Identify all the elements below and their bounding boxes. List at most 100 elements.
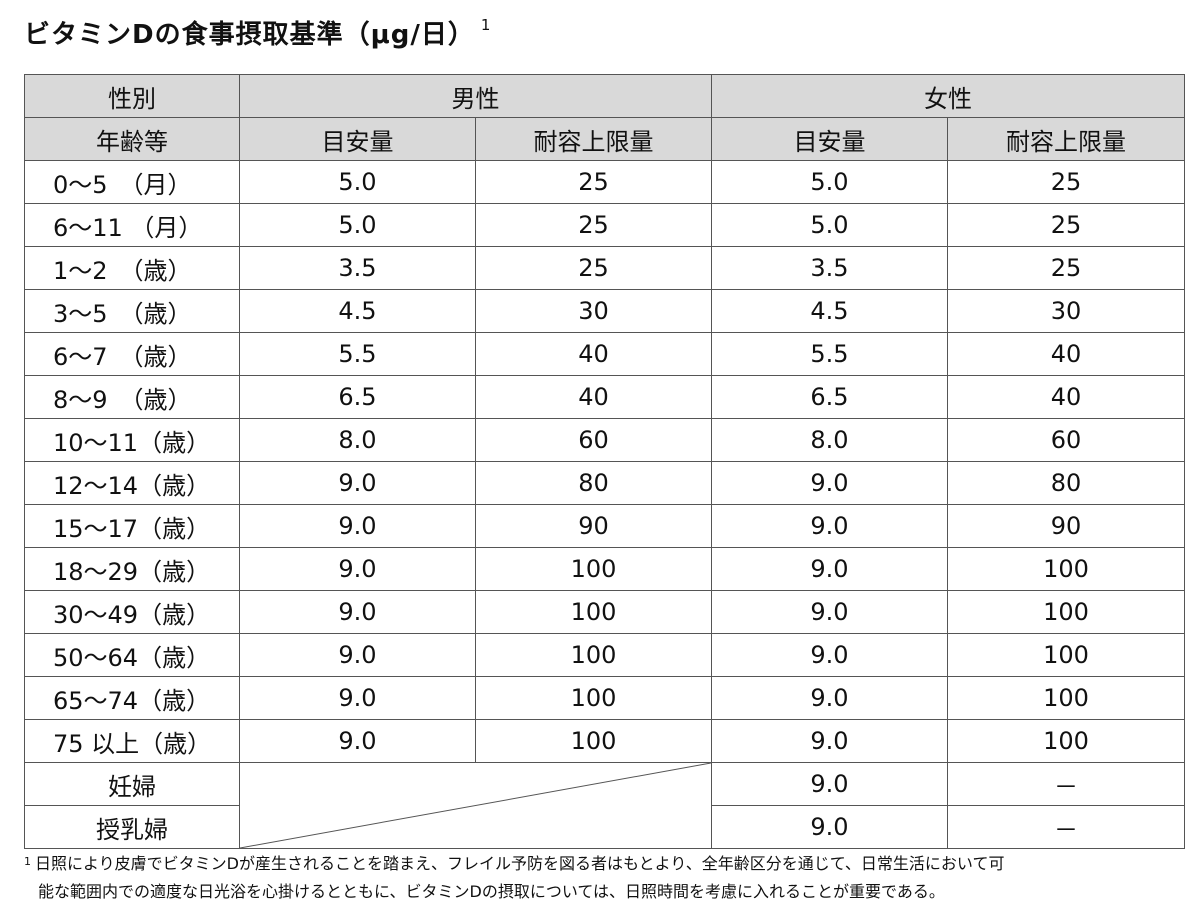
male-adequate-cell: 6.5	[239, 375, 476, 419]
table-row: 50～64（歳） 9.0 100 9.0 100	[24, 633, 1185, 677]
table-row: 18～29（歳） 9.0 100 9.0 100	[24, 547, 1185, 591]
male-upper-limit-cell: 100	[475, 547, 712, 591]
footnote-line-1: 1 日照により皮膚でビタミンDが産生されることを踏まえ、フレイル予防を図る者はもと…	[24, 850, 1184, 878]
female-upper-limit-cell: 40	[947, 375, 1185, 419]
table-row: 0～5 （月） 5.0 25 5.0 25	[24, 160, 1185, 204]
male-adequate-cell: 5.5	[239, 332, 476, 376]
female-upper-limit-cell: －	[947, 805, 1185, 849]
male-upper-limit-cell: 80	[475, 461, 712, 505]
female-upper-limit-cell: 60	[947, 418, 1185, 462]
male-upper-limit-cell: 25	[475, 160, 712, 204]
female-adequate-cell: 9.0	[711, 504, 948, 548]
age-cell: 6～11 （月）	[24, 203, 240, 247]
male-upper-limit-cell: 40	[475, 332, 712, 376]
male-not-applicable-cell	[239, 762, 712, 849]
female-upper-limit-cell: 100	[947, 547, 1185, 591]
female-adequate-cell: 9.0	[711, 719, 948, 763]
female-adequate-cell: 9.0	[711, 676, 948, 720]
table-row: 8～9 （歳） 6.5 40 6.5 40	[24, 375, 1185, 419]
footnote-text-1: 日照により皮膚でビタミンDが産生されることを踏まえ、フレイル予防を図る者はもとよ…	[35, 854, 1005, 873]
female-upper-limit-cell: 25	[947, 160, 1185, 204]
female-upper-limit-cell: 100	[947, 719, 1185, 763]
table-row: 1～2 （歳） 3.5 25 3.5 25	[24, 246, 1185, 290]
age-cell: 30～49（歳）	[24, 590, 240, 634]
header-male-upper-limit: 耐容上限量	[475, 117, 712, 161]
age-cell: 18～29（歳）	[24, 547, 240, 591]
male-upper-limit-cell: 30	[475, 289, 712, 333]
male-adequate-cell: 9.0	[239, 633, 476, 677]
male-adequate-cell: 9.0	[239, 461, 476, 505]
header-sex-label: 性別	[24, 74, 240, 118]
female-upper-limit-cell: －	[947, 762, 1185, 806]
female-adequate-cell: 5.0	[711, 160, 948, 204]
table-header: 性別 男性 女性 年齢等 目安量 耐容上限量 目安量 耐容上限量	[24, 74, 1185, 161]
table-row: 3～5 （歳） 4.5 30 4.5 30	[24, 289, 1185, 333]
header-female-adequate: 目安量	[711, 117, 948, 161]
female-adequate-cell: 9.0	[711, 805, 948, 849]
female-upper-limit-cell: 40	[947, 332, 1185, 376]
male-adequate-cell: 5.0	[239, 160, 476, 204]
female-upper-limit-cell: 100	[947, 590, 1185, 634]
pregnant-label-cell: 妊婦	[24, 762, 240, 806]
male-upper-limit-cell: 60	[475, 418, 712, 462]
table-row: 15～17（歳） 9.0 90 9.0 90	[24, 504, 1185, 548]
female-upper-limit-cell: 90	[947, 504, 1185, 548]
age-cell: 50～64（歳）	[24, 633, 240, 677]
male-upper-limit-cell: 100	[475, 676, 712, 720]
header-male: 男性	[239, 74, 712, 118]
header-row-sex: 性別 男性 女性	[24, 74, 1185, 118]
female-upper-limit-cell: 30	[947, 289, 1185, 333]
female-upper-limit-cell: 25	[947, 246, 1185, 290]
vitamin-d-table: 性別 男性 女性 年齢等 目安量 耐容上限量 目安量 耐容上限量 0～5 （月）…	[24, 74, 1185, 849]
male-adequate-cell: 9.0	[239, 719, 476, 763]
title-text: ビタミンDの食事摂取基準（μg/日）	[24, 20, 475, 50]
male-upper-limit-cell: 25	[475, 203, 712, 247]
male-upper-limit-cell: 100	[475, 633, 712, 677]
female-adequate-cell: 5.5	[711, 332, 948, 376]
female-upper-limit-cell: 25	[947, 203, 1185, 247]
footnote-line-2: 能な範囲内での適度な日光浴を心掛けるとともに、ビタミンDの摂取については、日照時…	[38, 882, 945, 901]
header-female: 女性	[711, 74, 1185, 118]
age-cell: 15～17（歳）	[24, 504, 240, 548]
table-row: 10～11（歳） 8.0 60 8.0 60	[24, 418, 1185, 462]
female-adequate-cell: 8.0	[711, 418, 948, 462]
table-row: 6～7 （歳） 5.5 40 5.5 40	[24, 332, 1185, 376]
age-cell: 0～5 （月）	[24, 160, 240, 204]
male-adequate-cell: 8.0	[239, 418, 476, 462]
male-adequate-cell: 4.5	[239, 289, 476, 333]
header-female-upper-limit: 耐容上限量	[947, 117, 1185, 161]
footnote: 1 日照により皮膚でビタミンDが産生されることを踏まえ、フレイル予防を図る者はもと…	[24, 850, 1184, 906]
male-upper-limit-cell: 40	[475, 375, 712, 419]
page-title: ビタミンDの食事摂取基準（μg/日） 1	[24, 14, 491, 51]
table-row-pregnant: 妊婦 9.0 －	[24, 762, 1185, 849]
age-cell: 10～11（歳）	[24, 418, 240, 462]
female-adequate-cell: 9.0	[711, 590, 948, 634]
female-upper-limit-cell: 100	[947, 676, 1185, 720]
title-footnote-mark: 1	[480, 16, 492, 34]
age-cell: 6～7 （歳）	[24, 332, 240, 376]
male-upper-limit-cell: 25	[475, 246, 712, 290]
age-cell: 3～5 （歳）	[24, 289, 240, 333]
age-cell: 65～74（歳）	[24, 676, 240, 720]
female-adequate-cell: 9.0	[711, 547, 948, 591]
female-adequate-cell: 6.5	[711, 375, 948, 419]
male-adequate-cell: 9.0	[239, 547, 476, 591]
header-age-label: 年齢等	[24, 117, 240, 161]
age-cell: 8～9 （歳）	[24, 375, 240, 419]
female-upper-limit-cell: 80	[947, 461, 1185, 505]
table-row: 75 以上（歳） 9.0 100 9.0 100	[24, 719, 1185, 763]
female-adequate-cell: 9.0	[711, 633, 948, 677]
footnote-mark: 1	[24, 855, 31, 868]
male-upper-limit-cell: 100	[475, 590, 712, 634]
female-adequate-cell: 9.0	[711, 461, 948, 505]
male-upper-limit-cell: 100	[475, 719, 712, 763]
table-row: 12～14（歳） 9.0 80 9.0 80	[24, 461, 1185, 505]
header-male-adequate: 目安量	[239, 117, 476, 161]
male-adequate-cell: 9.0	[239, 504, 476, 548]
table-row: 30～49（歳） 9.0 100 9.0 100	[24, 590, 1185, 634]
lactating-label-cell: 授乳婦	[24, 805, 240, 849]
male-adequate-cell: 9.0	[239, 590, 476, 634]
female-adequate-cell: 4.5	[711, 289, 948, 333]
diagonal-line	[240, 763, 711, 848]
age-cell: 1～2 （歳）	[24, 246, 240, 290]
